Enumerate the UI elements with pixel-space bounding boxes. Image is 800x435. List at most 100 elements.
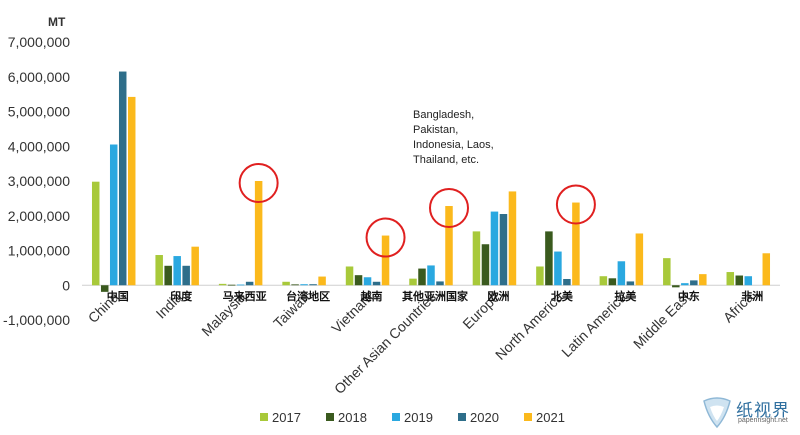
bar-2017-6 bbox=[472, 231, 481, 286]
legend-label: 2021 bbox=[536, 410, 565, 425]
bar-2019-2 bbox=[236, 284, 245, 286]
bar-2017-5 bbox=[409, 278, 417, 286]
bar-2021-0 bbox=[127, 96, 136, 286]
watermark-url: paperinsight.net bbox=[738, 417, 788, 424]
bar-2018-2 bbox=[227, 284, 236, 286]
y-tick-label: -1,000,000 bbox=[3, 312, 70, 328]
bar-2019-3 bbox=[300, 284, 308, 286]
bar-2021-5 bbox=[445, 206, 453, 286]
bar-2021-3 bbox=[318, 276, 326, 286]
y-tick-label: 5,000,000 bbox=[8, 104, 70, 120]
bar-2018-7 bbox=[545, 231, 553, 286]
annotation-line: Thailand, etc. bbox=[413, 154, 479, 166]
bar-2021-8 bbox=[635, 233, 644, 286]
legend-label: 2018 bbox=[338, 410, 367, 425]
bar-2017-7 bbox=[536, 266, 544, 286]
bar-2019-4 bbox=[363, 277, 372, 286]
bar-2021-10 bbox=[762, 253, 771, 286]
bar-2019-0 bbox=[109, 144, 118, 286]
x-category-label-zh: 台湾地区 bbox=[286, 289, 330, 303]
bar-2019-7 bbox=[554, 251, 562, 286]
bar-2018-10 bbox=[735, 275, 744, 286]
highlight-circles bbox=[238, 163, 596, 258]
bar-2017-0 bbox=[91, 181, 100, 286]
watermark: 纸视界 paperinsight.net bbox=[700, 394, 796, 432]
watermark-logo-icon bbox=[703, 397, 731, 429]
bar-2021-9 bbox=[699, 274, 707, 286]
bar-2019-10 bbox=[744, 276, 753, 286]
x-category-label-zh: 拉美 bbox=[614, 289, 637, 303]
legend-swatch bbox=[326, 413, 334, 421]
bar-2019-1 bbox=[173, 256, 181, 286]
highlight-circle bbox=[555, 184, 596, 225]
bar-2017-3 bbox=[282, 281, 290, 286]
bar-2019-5 bbox=[427, 265, 435, 286]
x-category-label-zh: 印度 bbox=[170, 289, 193, 303]
bar-2021-6 bbox=[508, 191, 517, 286]
annotation-line: Indonesia, Laos, bbox=[413, 139, 494, 151]
y-tick-label: 6,000,000 bbox=[8, 69, 70, 85]
bar-2021-2 bbox=[254, 181, 263, 286]
bar-2018-6 bbox=[481, 244, 490, 286]
bar-2017-4 bbox=[345, 266, 354, 286]
bars bbox=[91, 71, 771, 292]
highlight-circle bbox=[429, 188, 469, 229]
y-tick-label: 4,000,000 bbox=[8, 138, 70, 154]
legend-swatch bbox=[458, 413, 466, 421]
highlight-circle bbox=[365, 217, 406, 258]
y-axis: -1,000,000 0 1,000,000 2,000,000 3,000,000 4,… bbox=[3, 34, 70, 328]
bar-2018-1 bbox=[164, 265, 172, 286]
x-category-label-zh: 中国 bbox=[107, 289, 129, 303]
annotation-note: Bangladesh, Pakistan, Indonesia, Laos, Thai… bbox=[413, 109, 494, 166]
highlight-circle bbox=[238, 163, 279, 203]
bar-2020-6 bbox=[499, 214, 508, 286]
x-category-label-zh: 马来西亚 bbox=[223, 289, 267, 303]
watermark-name: 纸视界 bbox=[736, 401, 790, 421]
bar-2020-3 bbox=[309, 284, 317, 286]
y-tick-label: 3,000,000 bbox=[8, 173, 70, 189]
bar-2020-9 bbox=[690, 280, 698, 286]
bar-2017-9 bbox=[663, 258, 671, 286]
x-category-label-zh: 非洲 bbox=[741, 289, 763, 303]
legend-swatch bbox=[392, 413, 400, 421]
bar-2020-7 bbox=[563, 278, 571, 286]
bar-2018-4 bbox=[354, 275, 363, 286]
bar-2020-1 bbox=[182, 265, 190, 286]
unit-label: MT bbox=[48, 15, 66, 29]
bar-2017-2 bbox=[218, 283, 227, 286]
bar-2018-8 bbox=[608, 278, 617, 286]
legend-label: 2017 bbox=[272, 410, 301, 425]
bar-2019-6 bbox=[490, 211, 499, 286]
bar-2020-4 bbox=[372, 281, 381, 286]
bar-2021-7 bbox=[572, 202, 580, 286]
legend-label: 2019 bbox=[404, 410, 433, 425]
bar-2017-1 bbox=[155, 255, 163, 286]
y-tick-label: 1,000,000 bbox=[8, 243, 70, 259]
y-tick-label: 0 bbox=[62, 277, 70, 293]
bar-2018-3 bbox=[291, 284, 299, 286]
legend-swatch bbox=[260, 413, 268, 421]
bar-2020-2 bbox=[245, 281, 254, 286]
bar-2019-9 bbox=[681, 283, 689, 286]
y-tick-label: 7,000,000 bbox=[8, 34, 70, 50]
x-category-label-zh: 欧洲 bbox=[487, 289, 509, 303]
bar-2018-9 bbox=[672, 285, 680, 288]
y-tick-label: 2,000,000 bbox=[8, 208, 70, 224]
legend: 2017 2018 2019 2020 2021 bbox=[260, 410, 565, 425]
x-category-label-zh: 其他亚洲国家 bbox=[402, 289, 469, 303]
bar-2021-1 bbox=[191, 246, 199, 286]
bar-2019-8 bbox=[617, 261, 626, 286]
x-category-label-zh: 中东 bbox=[678, 289, 700, 303]
bar-2021-4 bbox=[381, 235, 390, 286]
annotation-line: Bangladesh, bbox=[413, 109, 474, 121]
bar-2020-5 bbox=[436, 281, 444, 286]
legend-label: 2020 bbox=[470, 410, 499, 425]
bar-2017-8 bbox=[599, 276, 608, 286]
x-category-label-zh: 北美 bbox=[551, 289, 574, 303]
legend-swatch bbox=[524, 413, 532, 421]
annotation-line: Pakistan, bbox=[413, 124, 458, 136]
bar-2017-10 bbox=[726, 272, 735, 286]
x-category-label-zh: 越南 bbox=[360, 289, 383, 303]
